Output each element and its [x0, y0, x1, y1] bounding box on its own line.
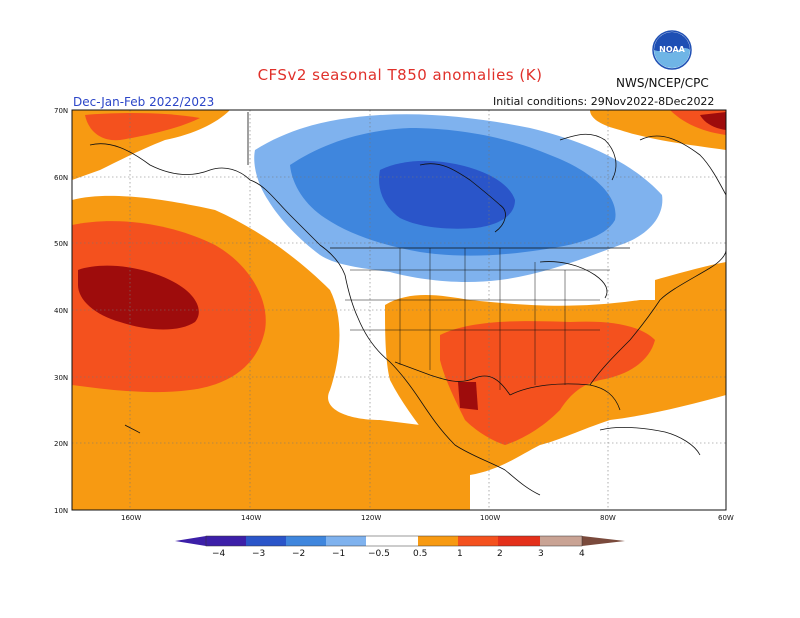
lat-label: 50N — [54, 240, 68, 248]
agency-label: NWS/NCEP/CPC — [616, 76, 709, 90]
colorbar-swatch — [326, 536, 366, 546]
colorbar-label: −1 — [332, 549, 345, 559]
colorbar-swatch — [498, 536, 540, 546]
anomaly-region-mexico-darkred — [458, 382, 478, 410]
lon-axis: 160W 140W 120W 100W 80W 60W — [121, 514, 734, 522]
initial-conditions-label: Initial conditions: 29Nov2022-8Dec2022 — [493, 95, 715, 108]
lat-label: 20N — [54, 440, 68, 448]
anomaly-region-pacific-darkred — [78, 265, 199, 330]
noaa-logo: NOAA — [652, 30, 692, 70]
lat-label: 70N — [54, 107, 68, 115]
colorbar-swatch — [286, 536, 326, 546]
lon-label: 100W — [480, 514, 500, 522]
colorbar-label: 1 — [457, 549, 463, 559]
colorbar-high-arrow — [582, 536, 625, 546]
colorbar-label: −2 — [292, 549, 305, 559]
anomaly-region-alaska-red — [85, 113, 200, 141]
colorbar-label: −4 — [212, 549, 226, 559]
coastlines — [89, 112, 726, 496]
anomaly-field — [72, 110, 726, 510]
lat-axis: 70N 60N 50N 40N 30N 20N 10N — [54, 107, 68, 515]
noaa-logo-text: NOAA — [659, 45, 685, 54]
lon-label: 140W — [241, 514, 261, 522]
colorbar-swatch — [206, 536, 246, 546]
colorbar: −4 −3 −2 −1 −0.5 0.5 1 2 3 4 — [175, 535, 625, 559]
map-title: CFSv2 seasonal T850 anomalies (K) — [257, 66, 543, 84]
anomaly-region-us-red — [440, 321, 655, 445]
lon-label: 80W — [600, 514, 616, 522]
lat-label: 60N — [54, 174, 68, 182]
anomaly-region-canada-darkblue — [379, 160, 515, 229]
graticule — [72, 110, 726, 510]
colorbar-swatch — [458, 536, 498, 546]
colorbar-label: 4 — [579, 549, 585, 559]
state-borders — [345, 248, 610, 390]
lat-label: 40N — [54, 307, 68, 315]
colorbar-swatch — [540, 536, 582, 546]
colorbar-label: 0.5 — [413, 549, 427, 559]
lon-label: 160W — [121, 514, 141, 522]
colorbar-swatch — [246, 536, 286, 546]
colorbar-label: 3 — [538, 549, 544, 559]
anomaly-region-baffin-darkred — [700, 112, 726, 130]
colorbar-label: −0.5 — [368, 549, 390, 559]
colorbar-label: −3 — [252, 549, 265, 559]
lat-label: 10N — [54, 507, 68, 515]
lon-label: 120W — [361, 514, 381, 522]
season-label: Dec-Jan-Feb 2022/2023 — [73, 95, 215, 109]
lat-label: 30N — [54, 374, 68, 382]
colorbar-low-arrow — [175, 536, 206, 546]
colorbar-label: 2 — [497, 549, 503, 559]
map-frame — [71, 109, 727, 511]
colorbar-swatch — [418, 536, 458, 546]
colorbar-swatch — [366, 536, 418, 546]
lon-label: 60W — [718, 514, 734, 522]
